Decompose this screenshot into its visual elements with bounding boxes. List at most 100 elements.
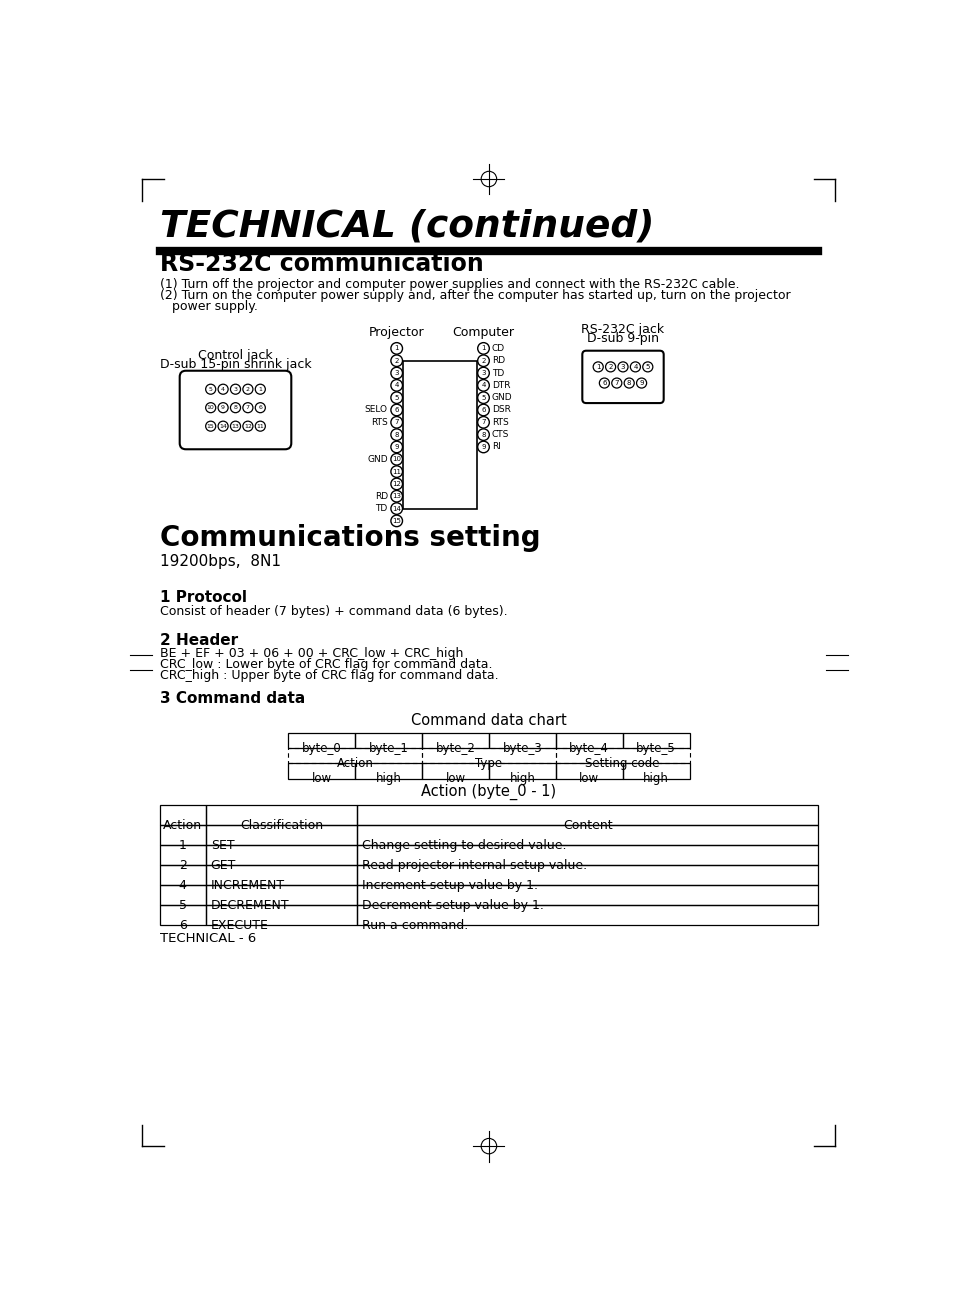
Circle shape bbox=[642, 362, 652, 371]
Text: 13: 13 bbox=[392, 493, 401, 500]
Text: 1: 1 bbox=[596, 363, 599, 370]
Text: Computer: Computer bbox=[452, 327, 514, 338]
Text: Change setting to desired value.: Change setting to desired value. bbox=[361, 838, 566, 851]
Bar bbox=[421, 764, 488, 779]
Text: TECHNICAL (continued): TECHNICAL (continued) bbox=[159, 209, 653, 245]
Circle shape bbox=[218, 384, 228, 394]
Text: INCREMENT: INCREMENT bbox=[211, 879, 285, 892]
Circle shape bbox=[243, 403, 253, 413]
Text: Read projector internal setup value.: Read projector internal setup value. bbox=[361, 858, 586, 871]
Circle shape bbox=[477, 441, 489, 453]
Text: high: high bbox=[375, 773, 401, 786]
Text: Action (byte_0 - 1): Action (byte_0 - 1) bbox=[421, 783, 556, 800]
Text: CD: CD bbox=[491, 344, 504, 353]
Circle shape bbox=[391, 466, 402, 478]
Text: Communications setting: Communications setting bbox=[159, 523, 539, 551]
Text: power supply.: power supply. bbox=[172, 300, 257, 312]
Circle shape bbox=[231, 384, 240, 394]
Text: 4: 4 bbox=[633, 363, 637, 370]
Text: Type: Type bbox=[475, 757, 502, 770]
Text: RS-232C jack: RS-232C jack bbox=[580, 323, 664, 336]
Text: SELO: SELO bbox=[364, 405, 387, 415]
Text: (1) Turn off the projector and computer power supplies and connect with the RS-2: (1) Turn off the projector and computer … bbox=[159, 278, 739, 291]
Text: CRC_high : Upper byte of CRC flag for command data.: CRC_high : Upper byte of CRC flag for co… bbox=[159, 669, 497, 682]
Circle shape bbox=[391, 429, 402, 441]
Text: 8: 8 bbox=[626, 380, 631, 386]
Text: 5: 5 bbox=[209, 387, 213, 392]
Text: GET: GET bbox=[211, 858, 235, 871]
Bar bbox=[206, 825, 356, 845]
Text: 1: 1 bbox=[394, 345, 398, 352]
Text: 5: 5 bbox=[395, 395, 398, 400]
Text: 7: 7 bbox=[480, 420, 485, 425]
Text: 5: 5 bbox=[178, 899, 187, 912]
Text: 14: 14 bbox=[392, 505, 400, 512]
Circle shape bbox=[618, 362, 627, 371]
Text: byte_2: byte_2 bbox=[436, 741, 475, 754]
Circle shape bbox=[218, 403, 228, 413]
Bar bbox=[206, 865, 356, 886]
Bar bbox=[159, 845, 206, 865]
Bar bbox=[403, 361, 476, 509]
Circle shape bbox=[391, 516, 402, 526]
Bar bbox=[288, 748, 421, 764]
Text: 7: 7 bbox=[614, 380, 618, 386]
Bar bbox=[622, 764, 689, 779]
Circle shape bbox=[477, 356, 489, 366]
Bar bbox=[356, 806, 818, 825]
Text: 13: 13 bbox=[232, 424, 239, 429]
Text: DTR: DTR bbox=[491, 380, 510, 390]
Bar bbox=[622, 732, 689, 748]
Circle shape bbox=[391, 491, 402, 502]
Text: 8: 8 bbox=[233, 405, 237, 411]
Text: Content: Content bbox=[562, 819, 612, 832]
Text: 1 Protocol: 1 Protocol bbox=[159, 590, 246, 606]
Bar bbox=[159, 886, 206, 905]
Text: RS-232C communication: RS-232C communication bbox=[159, 252, 483, 277]
Circle shape bbox=[218, 421, 228, 432]
Bar bbox=[556, 732, 622, 748]
Text: 19200bps,  8N1: 19200bps, 8N1 bbox=[159, 554, 280, 568]
Text: 9: 9 bbox=[221, 405, 225, 411]
Text: 9: 9 bbox=[394, 443, 398, 450]
Bar bbox=[556, 748, 689, 764]
Text: 8: 8 bbox=[480, 432, 485, 438]
Text: byte_4: byte_4 bbox=[569, 741, 609, 754]
Circle shape bbox=[611, 378, 621, 388]
Text: low: low bbox=[445, 773, 465, 786]
Text: 6: 6 bbox=[394, 407, 398, 413]
Circle shape bbox=[255, 384, 265, 394]
Text: 3: 3 bbox=[620, 363, 624, 370]
Circle shape bbox=[243, 384, 253, 394]
Text: (2) Turn on the computer power supply and, after the computer has started up, tu: (2) Turn on the computer power supply an… bbox=[159, 289, 789, 302]
Bar bbox=[356, 905, 818, 925]
Text: byte_3: byte_3 bbox=[502, 741, 541, 754]
Text: 9: 9 bbox=[480, 443, 485, 450]
Bar bbox=[355, 732, 421, 748]
Text: byte_0: byte_0 bbox=[301, 741, 341, 754]
Circle shape bbox=[231, 403, 240, 413]
Text: 6: 6 bbox=[178, 918, 187, 932]
Text: D-sub 9-pin: D-sub 9-pin bbox=[586, 332, 659, 345]
Text: 15: 15 bbox=[207, 424, 214, 429]
Text: Consist of header (7 bytes) + command data (6 bytes).: Consist of header (7 bytes) + command da… bbox=[159, 605, 507, 618]
Circle shape bbox=[255, 421, 265, 432]
Circle shape bbox=[477, 392, 489, 404]
Text: RI: RI bbox=[491, 442, 500, 451]
Bar bbox=[159, 865, 206, 886]
Circle shape bbox=[477, 416, 489, 428]
Text: 8: 8 bbox=[394, 432, 398, 438]
Text: 1: 1 bbox=[480, 345, 485, 352]
Text: 11: 11 bbox=[256, 424, 264, 429]
Bar bbox=[206, 886, 356, 905]
Text: byte_5: byte_5 bbox=[636, 741, 676, 754]
Text: low: low bbox=[312, 773, 332, 786]
Circle shape bbox=[391, 392, 402, 404]
Text: Setting code: Setting code bbox=[585, 757, 659, 770]
Text: SET: SET bbox=[211, 838, 234, 851]
Circle shape bbox=[391, 367, 402, 379]
Text: high: high bbox=[642, 773, 668, 786]
Circle shape bbox=[598, 378, 609, 388]
Text: Projector: Projector bbox=[369, 327, 424, 338]
Circle shape bbox=[391, 502, 402, 514]
